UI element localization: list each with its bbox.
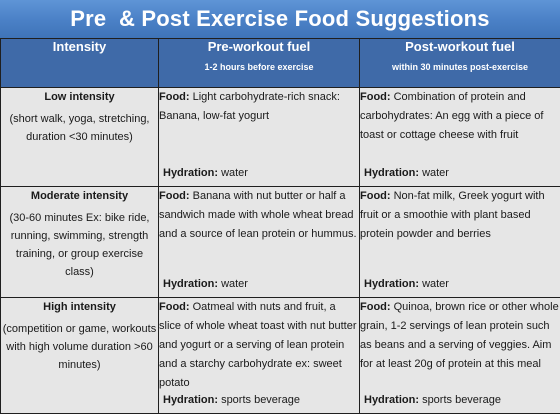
intensity-cell: High intensity (competition or game, wor… bbox=[0, 297, 159, 414]
header-post-sublabel: within 30 minutes post-exercise bbox=[391, 62, 529, 72]
post-hydration-value: water bbox=[422, 167, 449, 179]
pre-workout-cell: Food: Light carbohydrate-rich snack: Ban… bbox=[158, 87, 360, 187]
post-hydration-value: water bbox=[422, 278, 449, 290]
hydration-label: Hydration: bbox=[364, 167, 419, 179]
pre-workout-cell: Food: Oatmeal with nuts and fruit, a sli… bbox=[158, 297, 360, 414]
intensity-description: (competition or game, workouts with high… bbox=[2, 323, 157, 371]
post-food-text: Food: Non-fat milk, Greek yogurt with fr… bbox=[360, 187, 560, 244]
header-row: Intensity Pre-workout fuel 1-2 hours bef… bbox=[0, 38, 560, 88]
pre-hydration-value: sports beverage bbox=[221, 394, 300, 406]
pre-hydration-text: Hydration: water bbox=[163, 164, 248, 183]
post-food-value: Non-fat milk, Greek yogurt with fruit or… bbox=[360, 190, 545, 240]
intensity-description: (30-60 minutes Ex: bike ride, running, s… bbox=[9, 212, 150, 278]
intensity-cell: Low intensity (short walk, yoga, stretch… bbox=[0, 87, 159, 187]
post-hydration-text: Hydration: water bbox=[364, 275, 449, 294]
intensity-description: (short walk, yoga, stretching, duration … bbox=[9, 113, 150, 143]
food-label: Food: bbox=[159, 301, 190, 313]
header-pre-label: Pre-workout fuel bbox=[207, 39, 311, 54]
header-pre-sublabel: 1-2 hours before exercise bbox=[204, 62, 314, 72]
food-label: Food: bbox=[360, 91, 391, 103]
hydration-label: Hydration: bbox=[163, 167, 218, 179]
pre-food-text: Food: Light carbohydrate-rich snack: Ban… bbox=[159, 88, 359, 126]
page-title: Pre & Post Exercise Food Suggestions bbox=[70, 6, 490, 31]
hydration-label: Hydration: bbox=[364, 394, 419, 406]
pre-food-text: Food: Banana with nut butter or half a s… bbox=[159, 187, 359, 244]
table-row: Moderate intensity (30-60 minutes Ex: bi… bbox=[0, 186, 560, 298]
table-row: High intensity (competition or game, wor… bbox=[0, 297, 560, 414]
hydration-label: Hydration: bbox=[163, 278, 218, 290]
post-workout-cell: Food: Non-fat milk, Greek yogurt with fr… bbox=[359, 186, 560, 298]
food-label: Food: bbox=[360, 190, 391, 202]
food-label: Food: bbox=[360, 301, 391, 313]
header-pre-workout: Pre-workout fuel 1-2 hours before exerci… bbox=[158, 38, 360, 88]
pre-hydration-value: water bbox=[221, 278, 248, 290]
intensity-name: High intensity bbox=[43, 301, 116, 313]
pre-workout-cell: Food: Banana with nut butter or half a s… bbox=[158, 186, 360, 298]
header-intensity: Intensity bbox=[0, 38, 159, 88]
post-workout-cell: Food: Combination of protein and carbohy… bbox=[359, 87, 560, 187]
post-hydration-text: Hydration: sports beverage bbox=[364, 391, 501, 410]
post-hydration-value: sports beverage bbox=[422, 394, 501, 406]
pre-food-value: Banana with nut butter or half a sandwic… bbox=[159, 190, 357, 240]
food-label: Food: bbox=[159, 190, 190, 202]
header-post-workout: Post-workout fuel within 30 minutes post… bbox=[359, 38, 560, 88]
hydration-label: Hydration: bbox=[163, 394, 218, 406]
hydration-label: Hydration: bbox=[364, 278, 419, 290]
header-post-label: Post-workout fuel bbox=[405, 39, 515, 54]
food-suggestions-table: Intensity Pre-workout fuel 1-2 hours bef… bbox=[0, 38, 560, 414]
header-intensity-label: Intensity bbox=[52, 39, 107, 54]
intensity-name: Moderate intensity bbox=[30, 190, 129, 202]
post-workout-cell: Food: Quinoa, brown rice or other whole … bbox=[359, 297, 560, 414]
pre-food-value: Light carbohydrate-rich snack: Banana, l… bbox=[159, 91, 340, 122]
title-bar: Pre & Post Exercise Food Suggestions bbox=[0, 0, 560, 38]
table-row: Low intensity (short walk, yoga, stretch… bbox=[0, 87, 560, 187]
intensity-name: Low intensity bbox=[44, 91, 115, 103]
post-hydration-text: Hydration: water bbox=[364, 164, 449, 183]
pre-food-value: Oatmeal with nuts and fruit, a slice of … bbox=[159, 301, 357, 389]
pre-food-text: Food: Oatmeal with nuts and fruit, a sli… bbox=[159, 298, 359, 393]
food-label: Food: bbox=[159, 91, 190, 103]
pre-hydration-value: water bbox=[221, 167, 248, 179]
pre-hydration-text: Hydration: water bbox=[163, 275, 248, 294]
pre-hydration-text: Hydration: sports beverage bbox=[163, 391, 300, 410]
post-food-text: Food: Combination of protein and carbohy… bbox=[360, 88, 560, 145]
post-food-value: Combination of protein and carbohydrates… bbox=[360, 91, 544, 141]
post-food-text: Food: Quinoa, brown rice or other whole … bbox=[360, 298, 560, 374]
post-food-value: Quinoa, brown rice or other whole grain,… bbox=[360, 301, 559, 370]
intensity-cell: Moderate intensity (30-60 minutes Ex: bi… bbox=[0, 186, 159, 298]
